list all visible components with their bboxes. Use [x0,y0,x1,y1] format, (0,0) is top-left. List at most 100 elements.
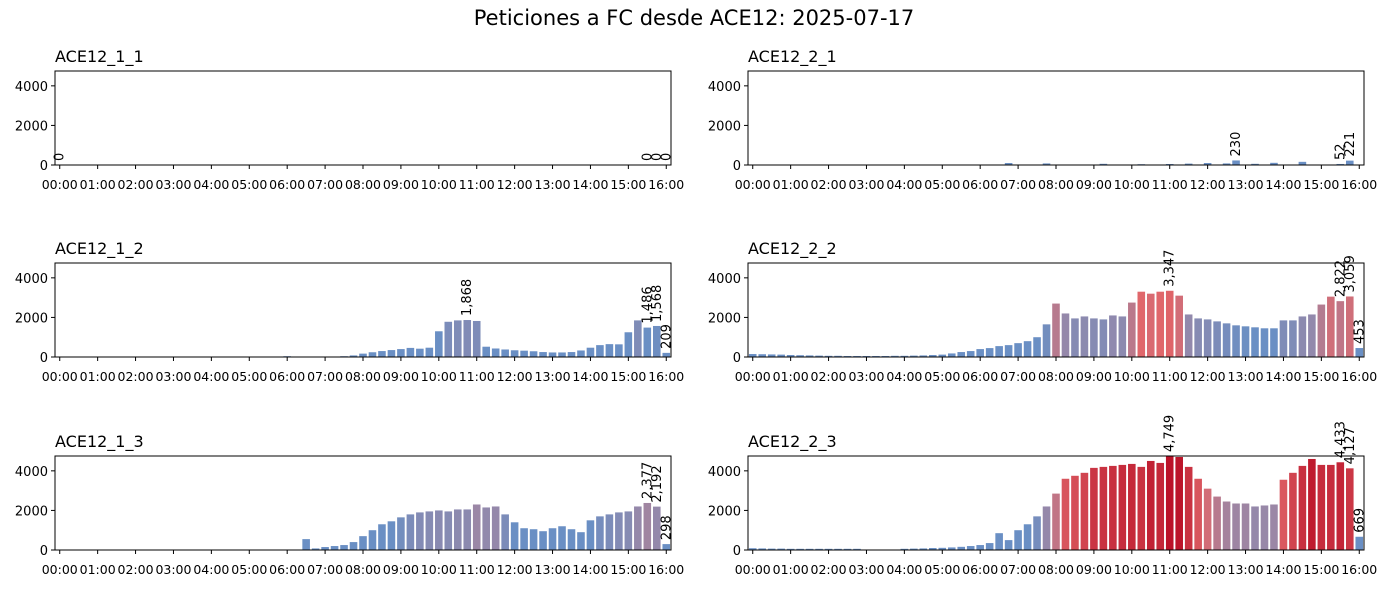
bar [662,352,671,357]
bar [1061,313,1070,357]
bar [425,347,434,357]
value-label: 2,192 [650,465,665,502]
value-label: 298 [659,515,674,540]
bar [1251,163,1259,165]
x-tick-label: 05:00 [924,177,960,192]
x-tick-label: 09:00 [1076,177,1112,192]
x-tick-label: 16:00 [648,177,684,192]
bar [586,520,595,550]
bar [321,547,329,550]
x-tick-label: 06:00 [962,562,998,577]
bar [652,506,661,550]
bar [1279,320,1288,357]
bar [805,355,814,357]
x-tick-label: 02:00 [811,177,847,192]
x-tick-label: 03:00 [155,369,191,384]
x-tick-label: 04:00 [886,177,922,192]
bar [643,502,652,550]
x-tick-label: 09:00 [383,369,419,384]
x-tick-label: 00:00 [735,562,771,577]
x-tick-label: 10:00 [421,562,457,577]
bar [1071,475,1079,550]
bar [796,548,804,550]
bar [805,548,814,550]
x-tick-label: 08:00 [345,177,381,192]
bars [748,290,1364,357]
axes-frame [54,262,672,358]
bar [1298,316,1307,357]
bar [891,355,899,357]
x-tick-label: 03:00 [155,562,191,577]
x-tick-label: 15:00 [1303,369,1339,384]
bar [472,504,481,550]
x-tick-label: 16:00 [1341,177,1377,192]
value-label: 209 [659,324,674,349]
bar [834,355,842,357]
bar [1222,163,1231,165]
x-tick-label: 02:00 [811,562,847,577]
bar [444,321,453,357]
bar [1213,321,1221,357]
bar [472,320,481,357]
bar [1080,316,1089,357]
bar [1345,468,1354,550]
x-tick-label: 12:00 [1190,369,1226,384]
x-tick-label: 00:00 [42,177,78,192]
x-tick-label: 11:00 [1152,562,1188,577]
bar [1109,465,1117,550]
bar [577,532,585,550]
bar [786,355,795,357]
bar [416,512,424,550]
bar [1090,318,1098,357]
bar [910,548,918,550]
bar [558,352,566,357]
x-tick-label: 13:00 [535,177,571,192]
bar [1175,295,1183,357]
bar [567,529,576,550]
y-tick-label: 2000 [708,119,741,134]
value-label: 4,127 [1343,427,1358,464]
bar [340,545,348,550]
bar [938,354,947,357]
bar [406,347,415,357]
bar [758,548,767,550]
x-tick-label: 10:00 [1114,369,1150,384]
bar [330,546,339,550]
bar [966,351,975,357]
x-tick-label: 04:00 [886,369,922,384]
bars [283,320,671,357]
x-tick-label: 12:00 [497,177,533,192]
x-tick-label: 01:00 [80,369,116,384]
x-tick-label: 12:00 [497,369,533,384]
bar [1336,163,1345,165]
bar [929,355,937,357]
bar [900,548,909,550]
x-tick-label: 01:00 [773,177,809,192]
bar [1270,162,1278,165]
x-tick-label: 10:00 [1114,177,1150,192]
x-tick-label: 03:00 [848,369,884,384]
x-tick-label: 11:00 [459,562,495,577]
bar [596,345,604,357]
bar [1355,536,1364,550]
bar [491,506,500,550]
bar [1165,290,1174,357]
bar [1109,315,1117,357]
bar [1289,320,1297,357]
x-tick-label: 13:00 [1228,177,1264,192]
bars [748,456,1364,550]
axes-frame [747,70,1365,166]
bar [1232,160,1240,165]
bar [853,548,861,550]
x-tick-label: 07:00 [1000,369,1036,384]
x-tick-label: 13:00 [535,369,571,384]
bar [1298,161,1307,165]
bar [302,539,310,550]
bar [435,510,443,550]
bars [1004,160,1354,165]
bar [1336,462,1345,550]
bar [1042,324,1051,357]
bar [1184,163,1193,165]
bar [368,352,377,357]
x-tick-label: 15:00 [610,562,646,577]
